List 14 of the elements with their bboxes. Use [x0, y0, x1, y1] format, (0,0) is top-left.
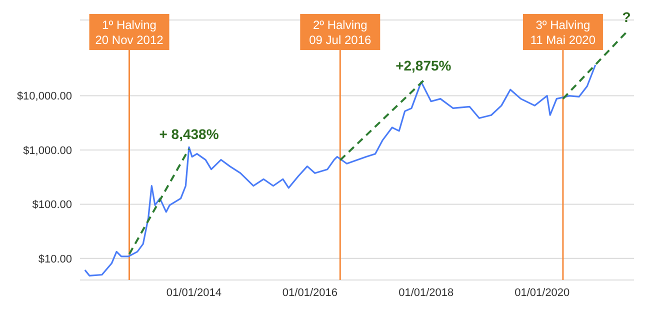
annotation: +2,875% — [396, 58, 452, 74]
y-tick-label: $100.00 — [32, 199, 72, 212]
ref-line-label: 1º Halving 20 Nov 2012 — [95, 18, 164, 47]
y-tick-label: $1,000.00 — [23, 144, 72, 157]
ref-line-label: 2º Halving 09 Jul 2016 — [309, 18, 372, 47]
x-tick-label: 01/01/2014 — [166, 286, 222, 299]
x-tick-label: 01/01/2018 — [398, 286, 454, 299]
x-tick-label: 01/01/2020 — [514, 286, 570, 299]
x-tick-label: 01/01/2016 — [282, 286, 338, 299]
y-tick-label: $10.00 — [38, 253, 72, 266]
annotation: + 8,438% — [159, 126, 220, 142]
annotation: ? — [622, 9, 631, 26]
y-tick-label: $10,000.00 — [16, 90, 72, 103]
ref-line-label: 3º Halving 11 Mai 2020 — [530, 18, 596, 47]
